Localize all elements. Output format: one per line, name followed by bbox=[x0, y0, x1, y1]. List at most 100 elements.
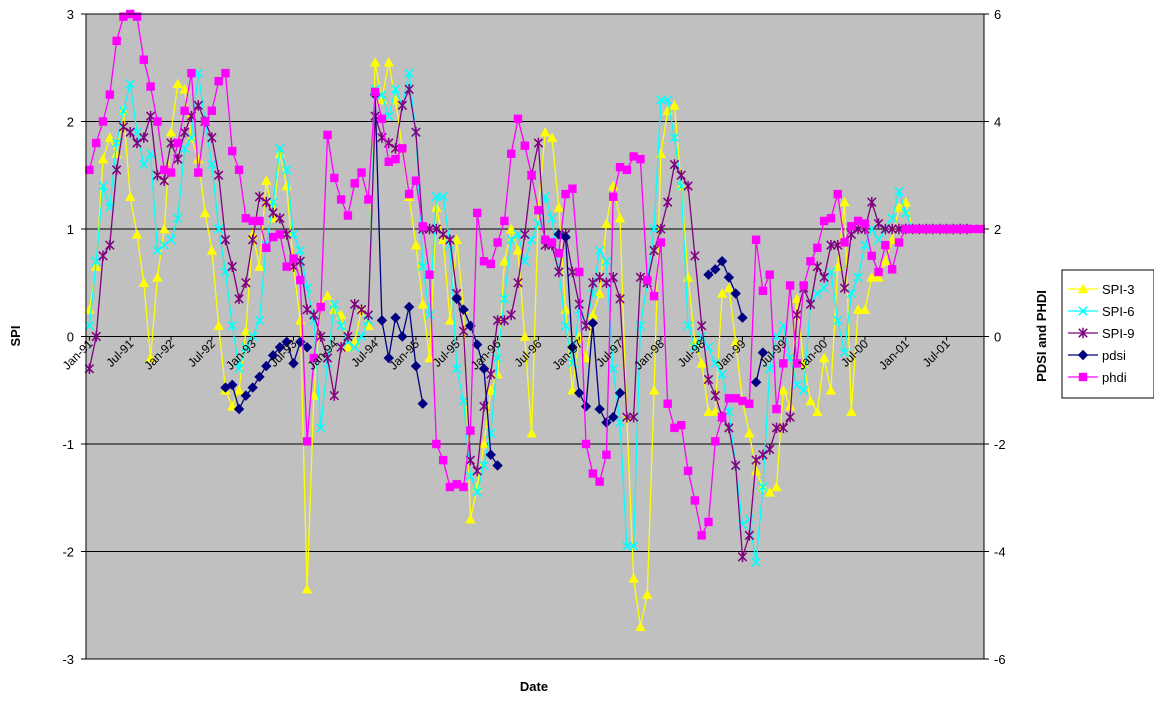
data-point bbox=[805, 395, 816, 406]
data-point bbox=[724, 422, 734, 434]
data-point bbox=[704, 517, 713, 527]
data-point bbox=[261, 175, 272, 185]
data-point bbox=[867, 196, 877, 208]
data-point bbox=[410, 360, 422, 372]
data-point bbox=[826, 239, 836, 251]
data-point bbox=[397, 331, 408, 342]
data-point bbox=[615, 162, 625, 172]
data-point bbox=[131, 229, 143, 239]
data-point bbox=[261, 360, 272, 372]
data-point bbox=[533, 137, 544, 149]
data-point bbox=[465, 471, 476, 481]
data-point bbox=[132, 127, 142, 137]
x-axis-title: Date bbox=[520, 679, 548, 694]
data-point bbox=[648, 385, 660, 395]
data-point bbox=[281, 180, 292, 191]
data-point bbox=[758, 449, 768, 460]
data-point bbox=[97, 153, 109, 164]
data-point bbox=[105, 90, 115, 99]
data-point bbox=[199, 207, 211, 218]
data-point bbox=[928, 224, 938, 234]
y2-tick-label: 0 bbox=[994, 330, 1001, 345]
data-point bbox=[778, 385, 789, 395]
data-point bbox=[595, 477, 604, 486]
data-point bbox=[417, 299, 428, 309]
data-point bbox=[98, 181, 108, 191]
legend-label: pdsi bbox=[1102, 348, 1126, 363]
data-point bbox=[330, 173, 339, 183]
data-point bbox=[677, 420, 686, 430]
data-point bbox=[234, 293, 244, 305]
data-point bbox=[730, 288, 741, 299]
data-point bbox=[492, 315, 503, 326]
data-point bbox=[887, 223, 897, 235]
data-point bbox=[669, 159, 680, 170]
data-point bbox=[329, 390, 340, 401]
data-point bbox=[486, 428, 496, 438]
data-point bbox=[710, 264, 721, 275]
data-point bbox=[506, 309, 516, 321]
data-point bbox=[792, 359, 802, 368]
data-point bbox=[240, 390, 252, 401]
data-point bbox=[1078, 327, 1088, 339]
data-point bbox=[295, 315, 306, 325]
data-point bbox=[818, 352, 830, 363]
data-point bbox=[873, 218, 884, 229]
data-point bbox=[403, 301, 415, 313]
data-point bbox=[221, 68, 230, 78]
data-point bbox=[881, 240, 890, 250]
data-point bbox=[234, 165, 244, 175]
y-tick-label: 0 bbox=[67, 330, 74, 345]
data-point bbox=[622, 411, 632, 423]
data-point bbox=[472, 465, 482, 477]
data-point bbox=[527, 171, 536, 180]
data-point bbox=[145, 352, 156, 363]
data-point bbox=[860, 219, 870, 228]
series-line bbox=[88, 86, 967, 558]
data-point bbox=[479, 257, 489, 266]
data-point bbox=[609, 192, 618, 201]
data-point bbox=[520, 141, 529, 150]
data-point bbox=[384, 157, 393, 167]
data-point bbox=[200, 117, 210, 126]
data-point bbox=[309, 309, 319, 321]
data-point bbox=[383, 57, 394, 67]
data-point bbox=[194, 168, 203, 177]
data-point bbox=[764, 487, 775, 497]
data-point bbox=[852, 304, 864, 314]
data-point bbox=[833, 189, 842, 199]
data-point bbox=[696, 358, 707, 368]
data-point bbox=[601, 277, 612, 288]
data-point bbox=[874, 267, 883, 277]
data-point bbox=[112, 36, 121, 46]
data-point bbox=[329, 299, 340, 309]
data-point bbox=[369, 57, 381, 67]
legend-label: SPI-9 bbox=[1102, 326, 1135, 341]
data-point bbox=[404, 189, 414, 199]
data-point bbox=[587, 317, 599, 329]
data-point bbox=[390, 312, 401, 323]
data-point bbox=[744, 514, 755, 524]
data-point bbox=[785, 411, 795, 423]
y-tick-label: 3 bbox=[67, 7, 74, 22]
data-point bbox=[601, 417, 612, 428]
series-spi-6 bbox=[84, 68, 986, 567]
data-point bbox=[935, 224, 944, 234]
data-point bbox=[683, 466, 693, 476]
data-point bbox=[669, 100, 680, 110]
data-point bbox=[376, 315, 388, 326]
data-point bbox=[697, 531, 706, 540]
data-point bbox=[588, 469, 598, 478]
data-point bbox=[207, 132, 217, 143]
data-point bbox=[356, 304, 367, 315]
data-point bbox=[152, 245, 163, 256]
data-point bbox=[315, 423, 326, 433]
data-point bbox=[357, 168, 366, 177]
data-point bbox=[111, 138, 122, 148]
data-point bbox=[159, 175, 169, 186]
series-line bbox=[88, 72, 981, 563]
data-point bbox=[458, 325, 469, 337]
data-point bbox=[716, 288, 728, 298]
data-point bbox=[228, 146, 237, 156]
data-point bbox=[520, 229, 530, 240]
